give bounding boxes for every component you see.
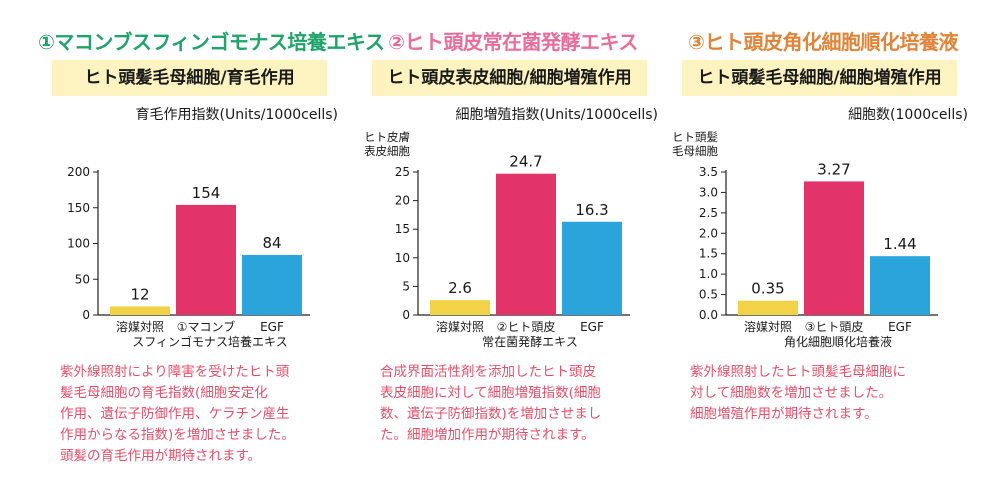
category-label: EGF: [580, 320, 604, 334]
category-label: 溶媒対照: [116, 319, 164, 334]
y-tick-label: 200: [67, 165, 90, 179]
panel-subtitle: ヒト頭髪毛母細胞/細胞増殖作用: [682, 60, 957, 96]
panel-subtitle: ヒト頭髪毛母細胞/育毛作用: [52, 60, 327, 96]
bar-value-label: 24.7: [509, 153, 542, 171]
y-tick-label: 2.0: [699, 226, 718, 240]
y-tick-label: 1.5: [699, 247, 718, 261]
y-tick-label: 15: [395, 222, 410, 236]
y-tick-label: 0.0: [699, 308, 718, 322]
panel-description: 紫外線照射により障害を受けたヒト頭 髪毛母細胞の育毛指数(細胞安定化 作用、遺伝…: [60, 364, 295, 464]
y-tick-label: 0: [82, 308, 90, 322]
bar-value-label: 16.3: [575, 201, 608, 219]
bar-1: [110, 306, 170, 315]
y-tick-label: 20: [395, 194, 410, 208]
category-label: 溶媒対照: [744, 319, 792, 334]
bar-value-label: 84: [262, 234, 281, 252]
y-tick-label: 1.0: [699, 267, 718, 281]
bar-1: [430, 300, 490, 315]
panel-heading: ③ヒト頭皮角化細胞順化培養液: [688, 30, 958, 54]
metric-label: 細胞増殖指数(Units/1000cells): [455, 107, 658, 123]
y-tick-label: 0.5: [699, 288, 718, 302]
bar-value-label: 12: [130, 285, 149, 303]
bar-value-label: 1.44: [883, 235, 916, 253]
bar-2: [176, 204, 236, 315]
category-label: EGF: [888, 320, 912, 334]
bar-value-label: 154: [192, 184, 221, 202]
panel-scalp-bacteria: ②ヒト頭皮常在菌発酵エキス ヒト頭皮表皮細胞/細胞増殖作用 細胞増殖指数(Uni…: [358, 0, 668, 495]
y-tick-label: 100: [67, 237, 90, 251]
category-label: ①マコンブ: [177, 319, 235, 334]
category-label: 溶媒対照: [436, 319, 484, 334]
panel-description: 紫外線照射したヒト頭髪毛母細胞に 対して細胞数を増加させました。 細胞増殖作用が…: [690, 364, 906, 422]
category-label: ②ヒト頭皮: [497, 320, 556, 334]
y-tick-label: 3.5: [699, 165, 718, 179]
bar-chart: 0 50 100 150 200 12 溶媒対照 154 ①マコンブ 84 EGFスフィンゴモナス培…: [67, 165, 310, 349]
y-tick-label: 5: [402, 279, 410, 293]
y-tick-label: 25: [395, 165, 410, 179]
bar-2: [496, 173, 556, 315]
bar-3: [562, 221, 622, 315]
bar-3: [870, 256, 930, 315]
y-tick-label: 3.0: [699, 185, 718, 199]
bar-3: [242, 254, 302, 315]
category-label: ③ヒト頭皮: [805, 320, 864, 334]
category-caption: 常在菌発酵エキス: [482, 335, 578, 349]
panel-keratinocyte: ③ヒト頭皮角化細胞順化培養液 ヒト頭髪毛母細胞/細胞増殖作用 細胞数(1000c…: [668, 0, 978, 495]
bar-2: [804, 181, 864, 315]
metric-label: 細胞数(1000cells): [848, 107, 968, 123]
metric-label: 育毛作用指数(Units/1000cells): [135, 107, 338, 123]
category-label: EGF: [260, 320, 284, 334]
bar-1: [738, 300, 798, 315]
category-caption: スフィンゴモナス培養エキス: [132, 334, 287, 349]
y-tick-label: 150: [67, 201, 90, 215]
panel-heading: ②ヒト頭皮常在菌発酵エキス: [388, 30, 638, 54]
y-axis-label: ヒト頭髪毛母細胞: [672, 130, 718, 158]
bar-value-label: 3.27: [817, 160, 850, 178]
bar-value-label: 2.6: [448, 279, 472, 297]
y-tick-label: 50: [75, 272, 90, 286]
y-tick-label: 2.5: [699, 206, 718, 220]
category-caption: 角化細胞順化培養液: [784, 334, 892, 349]
y-tick-label: 0: [402, 308, 410, 322]
panel-description: 合成界面活性剤を添加したヒト頭皮 表皮細胞に対して細胞増殖指数(細胞 数、遺伝子…: [380, 364, 602, 443]
bar-chart: ヒト頭髪毛母細胞 0.0 0.5 1.0 1.5 2.0 2.5 3.0 3.5 0.35 溶媒対照…: [672, 130, 938, 349]
y-tick-label: 10: [395, 251, 410, 265]
panel-subtitle: ヒト頭皮表皮細胞/細胞増殖作用: [372, 60, 647, 96]
bar-chart: ヒト皮膚表皮細胞 0 5 10 15 20 25 2.6 溶媒対照 24.7 ②ヒト頭皮 16.3 EG…: [364, 130, 630, 349]
panel-makonbu: ①マコンブスフィンゴモナス培養エキス ヒト頭髪毛母細胞/育毛作用 育毛作用指数(…: [38, 0, 385, 495]
y-axis-label: ヒト皮膚表皮細胞: [364, 130, 410, 158]
panel-heading: ①マコンブスフィンゴモナス培養エキス: [38, 30, 385, 54]
bar-value-label: 0.35: [751, 280, 784, 298]
